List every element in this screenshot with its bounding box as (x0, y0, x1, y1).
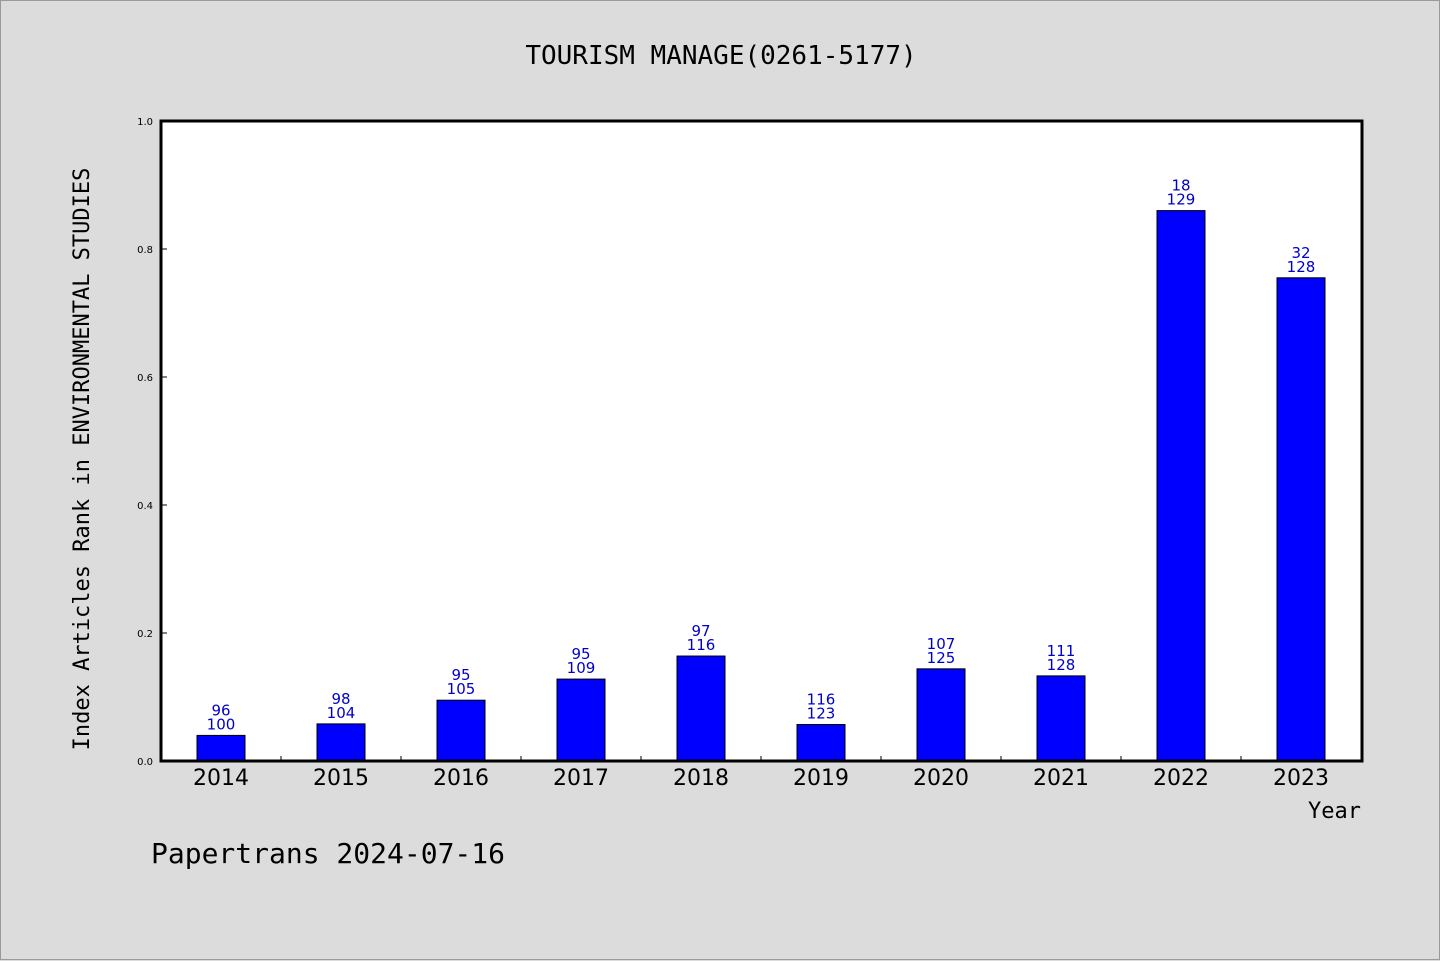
bar-label-top: 95 (451, 666, 470, 684)
y-tick-label: 1.0 (137, 117, 153, 128)
bar-label-bottom: 105 (447, 680, 476, 698)
bar (676, 655, 726, 762)
bar (436, 699, 486, 762)
x-tick-label: 2023 (1273, 766, 1329, 791)
bar (1276, 277, 1326, 762)
x-tick-label: 2021 (1033, 766, 1089, 791)
x-tick-label: 2016 (433, 766, 489, 791)
x-tick-label: 2017 (553, 766, 609, 791)
bar-label-top: 111 (1047, 642, 1076, 660)
bar-label-top: 96 (211, 701, 230, 719)
x-tick-label: 2022 (1153, 766, 1209, 791)
bar-label-bottom: 100 (207, 715, 236, 733)
bar (916, 668, 966, 762)
bar (556, 678, 606, 762)
bar-label-bottom: 104 (327, 704, 356, 722)
bar (196, 734, 246, 762)
bar (1036, 675, 1086, 762)
bar (796, 724, 846, 762)
bar-label-top: 97 (691, 622, 710, 640)
bar-label-top: 116 (807, 691, 836, 709)
x-axis-label: Year (1308, 799, 1361, 824)
plot-border (159, 119, 1364, 763)
y-tick-label: 0.8 (137, 245, 153, 256)
bar-label-top: 98 (331, 690, 350, 708)
bar-label-bottom: 109 (567, 659, 596, 677)
bar-label-top: 107 (927, 635, 956, 653)
x-tick-label: 2014 (193, 766, 249, 791)
bar-label-bottom: 125 (927, 649, 956, 667)
y-tick-label: 0.4 (137, 501, 153, 512)
bar (1156, 210, 1206, 762)
x-tick-label: 2018 (673, 766, 729, 791)
chart-title: TOURISM MANAGE(0261-5177) (525, 41, 916, 71)
bar-label-top: 95 (571, 645, 590, 663)
bar-label-top: 32 (1291, 244, 1310, 262)
x-tick-label: 2019 (793, 766, 849, 791)
bar-label-bottom: 129 (1167, 191, 1196, 209)
x-tick-label: 2015 (313, 766, 369, 791)
footer-credit: Papertrans 2024-07-16 (151, 837, 505, 870)
x-axis: 2014 2015 2016 2017 2018 2019 2020 2021 2022 2023 (193, 756, 1329, 791)
bar (316, 723, 366, 762)
y-tick-label: 0.6 (137, 373, 153, 384)
y-axis-label: Index Articles Rank in ENVIRONMENTAL STU… (70, 168, 95, 751)
bar-label-bottom: 116 (687, 636, 716, 654)
bar-label-top: 18 (1171, 177, 1190, 195)
bar-label-bottom: 128 (1287, 258, 1316, 276)
y-tick-label: 0.0 (137, 757, 153, 768)
bar-label-bottom: 128 (1047, 656, 1076, 674)
bar-label-bottom: 123 (807, 705, 836, 723)
y-tick-label: 0.2 (137, 629, 153, 640)
x-tick-label: 2020 (913, 766, 969, 791)
